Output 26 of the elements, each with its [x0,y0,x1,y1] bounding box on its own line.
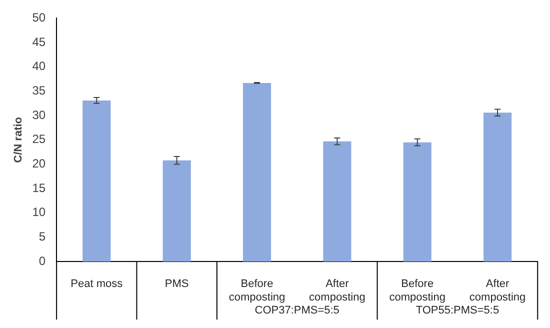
y-axis-title: C/N ratio [12,116,25,163]
y-tick-label: 20 [32,156,46,171]
x-tick-label: After composting [309,278,366,304]
bar [323,141,352,262]
y-tick-label: 15 [32,180,46,195]
y-tick-label: 40 [32,59,46,74]
bar [242,82,272,262]
bar [162,160,191,262]
y-tick-label: 30 [32,108,46,122]
x-tick-label: Peat moss [70,278,124,290]
bar [403,142,432,262]
y-tick-label: 35 [32,84,46,98]
bar [484,112,512,262]
y-tick-label: 5 [38,230,46,244]
x-tick-label: After composting [469,278,526,304]
y-tick-label: 50 [32,10,46,25]
y-tick-label: 0 [38,254,46,268]
y-tick-label: 25 [32,132,46,146]
y-tick-label: 10 [32,205,46,220]
y-tick-label: 45 [32,34,46,49]
x-tick-label: PMS [164,278,189,290]
text: COP37:PMS=5:5 [254,304,340,317]
x-tick-label: Before composting [389,278,446,304]
bar [82,100,111,262]
x-tick-label: Before composting [228,278,286,304]
text: TOP55:PMS=5:5 [416,304,500,317]
